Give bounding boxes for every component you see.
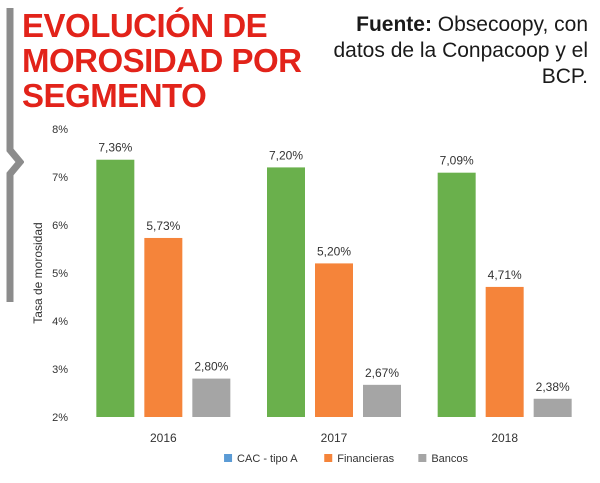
y-tick-label: 5% [52,268,68,280]
source-label: Fuente: [356,13,432,36]
data-label: 2,67% [365,366,399,380]
x-category-label: 2016 [150,431,177,445]
data-label: 7,20% [269,148,303,162]
legend-label: Bancos [431,453,468,465]
y-axis-title: Tasa de morosidad [31,222,45,323]
bar-cac-tipo-a-2016 [96,159,135,417]
y-tick-label: 6% [52,220,68,232]
bar-bancos-2016 [192,378,231,417]
bar-financieras-2017 [315,263,353,417]
bar-bancos-2018 [533,398,572,417]
y-tick-label: 8% [52,124,68,136]
source-note: Fuente: Obsecoopy, con datos de la Conpa… [328,12,588,90]
y-tick-label: 4% [52,316,68,328]
legend-swatch [418,454,427,462]
data-label: 7,09% [440,154,474,168]
chart-title: EVOLUCIÓN DE MOROSIDAD POR SEGMENTO [22,7,302,114]
data-label: 2,38% [536,380,570,394]
legend-swatch [324,454,333,462]
bar-cac-tipo-a-2018 [437,172,476,417]
data-label: 2,80% [194,360,228,374]
data-label: 7,36% [98,141,132,155]
bar-bancos-2017 [363,384,401,417]
x-category-label: 2018 [491,431,518,445]
legend-swatch [224,454,233,462]
legend-label: CAC - tipo A [237,453,298,465]
y-tick-label: 7% [52,172,68,184]
y-tick-label: 2% [52,412,68,424]
legend-label: Financieras [337,453,394,465]
side-bracket-decoration [6,8,24,302]
x-category-label: 2017 [321,431,348,445]
y-tick-label: 3% [52,364,68,376]
data-label: 5,73% [146,219,180,233]
source-text: Obsecoopy, con datos de la Conpacoop y e… [333,13,588,88]
data-label: 5,20% [317,244,351,258]
data-label: 4,71% [488,268,522,282]
bar-financieras-2016 [144,237,183,417]
bar-financieras-2018 [485,286,524,417]
bar-cac-tipo-a-2017 [267,167,305,417]
